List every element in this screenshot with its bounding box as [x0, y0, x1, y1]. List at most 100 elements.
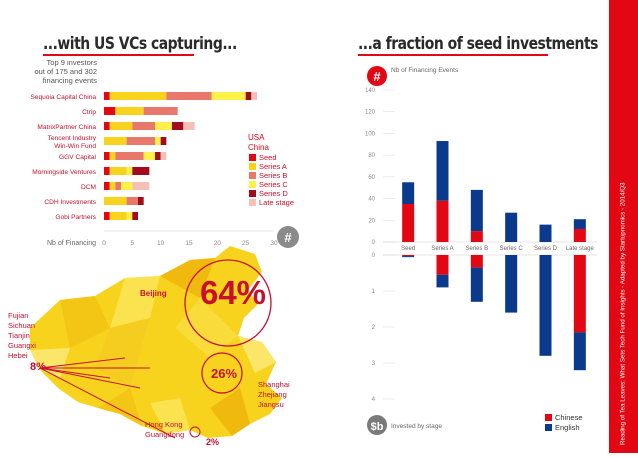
stage-bar-chart: # Nb of Financing Events 020406080100120…: [365, 66, 597, 435]
investor-chart-header: Top 9 investors out of 175 and 302 financi…: [34, 60, 97, 85]
top-bar-segment: [402, 204, 415, 242]
stage-label: Series D: [534, 246, 558, 252]
investor-bar-segment: [132, 212, 138, 220]
investor-label: GGV Capital: [59, 154, 97, 161]
investor-bar-segment: [104, 167, 110, 175]
investor-bar-segment: [132, 122, 155, 130]
stage-label: Seed: [401, 246, 415, 252]
stage-legend-swatch: [545, 424, 552, 431]
legend-label: Series B: [259, 171, 287, 180]
investor-bar-segment: [104, 122, 110, 130]
investor-bar-segment: [126, 212, 133, 220]
right-title: ...a fraction of seed investments: [358, 34, 598, 54]
investor-tick-label: 25: [242, 240, 250, 247]
investor-bar-segment: [245, 92, 252, 100]
investor-tick-label: 10: [157, 240, 165, 247]
top-tick-label: 20: [368, 218, 375, 224]
top-tick-label: 60: [368, 175, 375, 181]
investor-bar-segment: [121, 182, 133, 190]
stage-legend-swatch: [545, 414, 552, 421]
top-tick-label: 0: [372, 240, 376, 246]
investor-label: Ctrip: [82, 109, 96, 116]
bottom-tick-label: 0: [372, 253, 376, 259]
investor-bar-segment: [126, 197, 138, 205]
bottom-bar-segment: [470, 255, 483, 268]
investor-bar-segment: [109, 182, 116, 190]
financing-count-badge: [277, 226, 299, 248]
legend-label: Series C: [259, 180, 288, 189]
investor-bar-segment: [155, 152, 161, 160]
top-bar-segment: [470, 189, 483, 232]
invested-label: Invested by stage: [391, 423, 442, 430]
investor-bar-segment: [172, 122, 184, 130]
investor-label: Morningside Ventures: [32, 169, 96, 176]
legend-swatch: [249, 163, 256, 170]
top-bar-segment: [505, 212, 518, 242]
investor-bar-segment: [109, 167, 127, 175]
investor-bar-chart: Top 9 investors out of 175 and 302 financi…: [30, 60, 299, 248]
top-bar-segment: [436, 200, 449, 242]
bottom-bar-segment: [402, 255, 415, 257]
investor-label: Win-Win Fund: [54, 143, 96, 150]
investor-bar-segment: [166, 92, 212, 100]
investor-bar-segment: [104, 197, 127, 205]
top-tick-label: 80: [368, 153, 375, 159]
bottom-bar-segment: [573, 255, 586, 333]
legend-swatch: [249, 154, 256, 161]
stage-legend-label: English: [555, 423, 580, 432]
investor-tick-label: 15: [185, 240, 193, 247]
investor-bar-segment: [109, 212, 127, 220]
investor-bar-segment: [132, 167, 150, 175]
region-label: USA China: [248, 133, 269, 152]
left-title-underline: [43, 54, 194, 56]
china-map-shape: [30, 246, 282, 438]
investor-bar-segment: [104, 212, 110, 220]
bottom-tick-label: 2: [372, 325, 376, 331]
left-title: ...with US VCs capturing...: [43, 34, 237, 54]
top-tick-label: 120: [365, 110, 376, 116]
investor-bar-segment: [143, 107, 178, 115]
investor-bar-segment: [155, 137, 161, 145]
china-map: 64% 26% 2% 8% Beijing Fujian Sichuan Tianj…: [8, 246, 290, 447]
investor-bar-segment: [251, 92, 257, 100]
investor-label: MatrixPartner China: [37, 124, 96, 131]
legend-swatch: [249, 199, 256, 206]
invested-badge-symbol: $b: [371, 421, 384, 433]
shanghai-percent: 26%: [211, 366, 237, 381]
legend-swatch: [249, 190, 256, 197]
investor-bar-segment: [104, 137, 127, 145]
investor-bar-segment: [155, 122, 172, 130]
financing-count-badge-symbol: #: [284, 230, 292, 245]
legend-label: Series A: [259, 162, 287, 171]
bottom-bar-segment: [436, 274, 449, 288]
top-bar-segment: [539, 224, 552, 242]
investor-label: DCM: [81, 184, 96, 191]
investor-label: CDH Investments: [44, 199, 96, 206]
investor-bar-segment: [115, 152, 144, 160]
stage-label: Series C: [500, 246, 524, 252]
stage-label: Late stage: [566, 246, 595, 252]
top-tick-label: 40: [368, 197, 375, 203]
investor-bar-segment: [160, 152, 167, 160]
bottom-bar-segment: [436, 255, 449, 275]
side-credit: Reading of Tea Leaves: What Sets Tech Fu…: [619, 182, 627, 445]
investor-x-axis-label: Nb of Financing: [47, 240, 96, 247]
top-tick-label: 100: [365, 131, 376, 137]
side-strip: [609, 0, 638, 453]
bottom-tick-label: 4: [372, 397, 376, 403]
investor-label: Tencent Industry: [48, 135, 97, 142]
beijing-share-circle: [184, 259, 272, 347]
bottom-bar-segment: [402, 256, 415, 258]
bottom-bar-segment: [573, 332, 586, 371]
investor-label: Sequoia Capital China: [30, 94, 96, 101]
shanghai-share-circle: [201, 352, 243, 394]
investor-bar-segment: [183, 122, 195, 130]
investor-bar-segment: [132, 182, 150, 190]
bottom-bar-segment: [470, 267, 483, 302]
top-bar-segment: [573, 219, 586, 229]
legend-label: Series D: [259, 189, 288, 198]
investor-bar-segment: [115, 182, 121, 190]
stage-legend-label: Chinese: [555, 413, 583, 422]
stage-label: Series A: [431, 246, 453, 252]
investor-tick-label: 30: [270, 240, 278, 247]
